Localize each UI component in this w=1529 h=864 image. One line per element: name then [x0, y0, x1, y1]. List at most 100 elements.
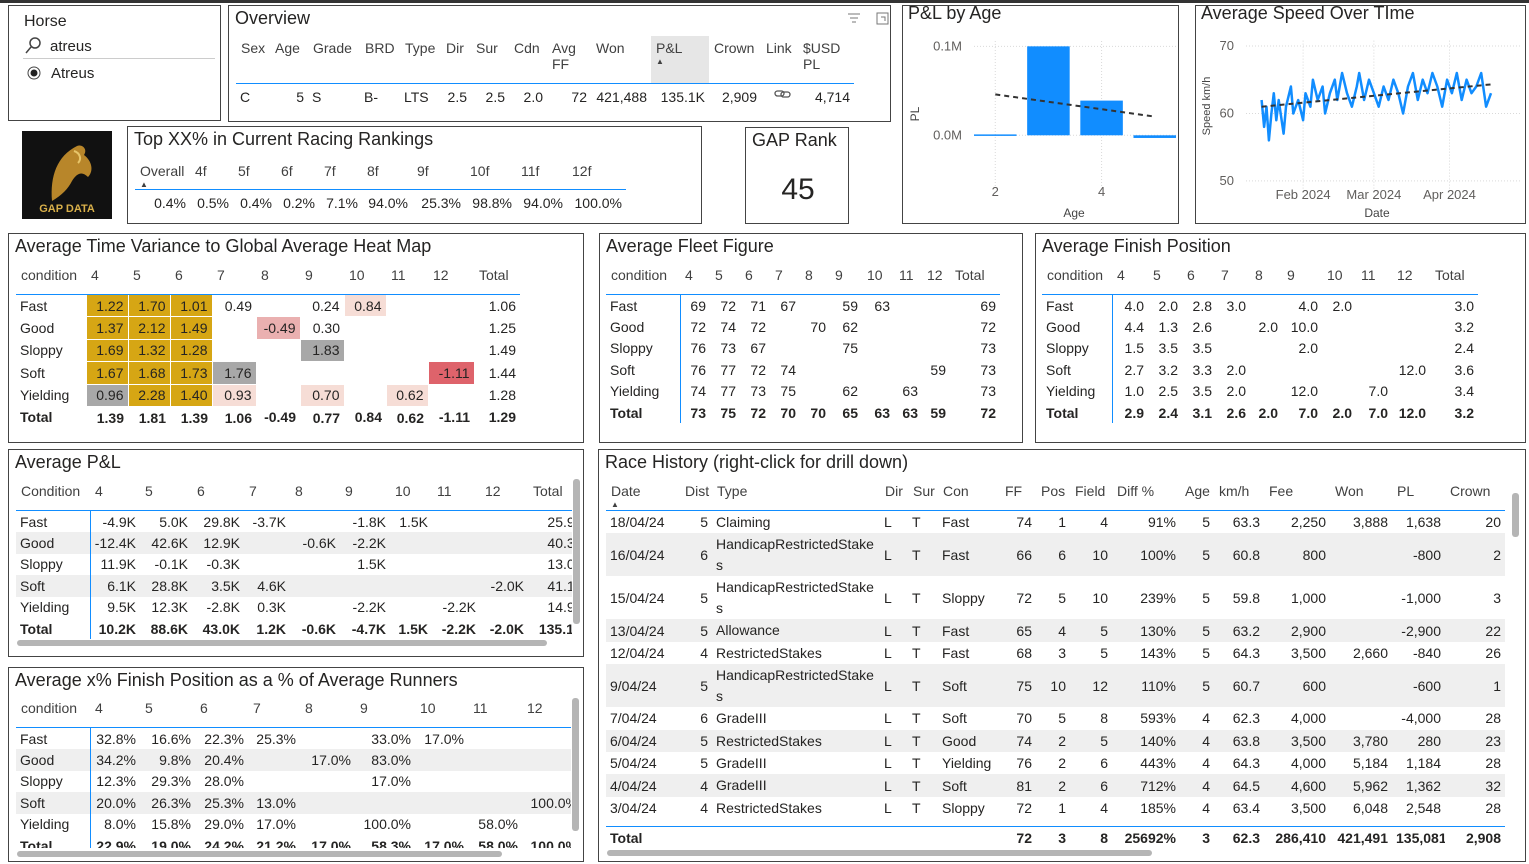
table-cell: 0.30 [312, 319, 340, 336]
table-cell: 63.8 [1232, 732, 1260, 749]
header-row: condition 4 5 6 7 8 9 10 11 12 Total [16, 263, 520, 295]
total-cell: 70 [780, 404, 796, 421]
table-cell: -840 [1412, 644, 1441, 661]
panel-title: Average Time Variance to Global Average … [15, 236, 432, 256]
scrollbar[interactable] [17, 640, 547, 646]
table-cell: L [884, 677, 892, 694]
empty-cell [212, 317, 256, 339]
table-cell: 77 [720, 383, 736, 400]
empty-cell [248, 749, 300, 770]
table-cell: 6 [700, 546, 708, 563]
scrollbar[interactable] [1512, 493, 1519, 537]
table-cell: 3.0 [1454, 297, 1474, 314]
table-cell: L [884, 546, 892, 563]
scrollbar[interactable] [573, 479, 580, 624]
column-header: 6 [170, 263, 212, 295]
table-cell: 69 [690, 297, 706, 314]
empty-cell [770, 338, 800, 359]
table-cell: 1,184 [1405, 755, 1441, 772]
table-cell: 3.5 [1192, 383, 1212, 400]
total-row: Total 72 3 8 25692% 3 62.3 286,410 421,491 135,08… [606, 826, 1505, 850]
table-cell: 9.5K [107, 599, 136, 616]
x-tick-label: 2 [992, 184, 999, 199]
link-icon[interactable] [774, 88, 792, 100]
visual-header-icons[interactable] [845, 11, 891, 27]
scrollbar[interactable] [17, 851, 502, 857]
scrollbar[interactable] [607, 850, 1152, 856]
column-header: 7 [212, 263, 256, 295]
scrollbar[interactable] [572, 698, 579, 831]
table-cell: 100.0% [574, 195, 622, 211]
table-cell: 72 [750, 361, 766, 378]
slicer-option[interactable]: Atreus [51, 65, 95, 82]
table-cell: 60.8 [1232, 546, 1260, 563]
table-cell: 421,488 [596, 89, 647, 105]
table: Sex Age Grade BRD Type Dir Sur Cdn Avg FF Won P&L ▲… [236, 36, 854, 110]
table-cell: 4 [700, 799, 708, 816]
table-cell: 1.44 [488, 364, 516, 381]
table-cell: 2.5 [1158, 383, 1178, 400]
empty-cell [300, 792, 355, 813]
table-cell: 2.0 [1158, 297, 1178, 314]
empty-cell [428, 339, 474, 361]
table-cell: 32 [1485, 777, 1501, 794]
row-header: 9/04/24 [610, 677, 657, 694]
search-box[interactable]: atreus [50, 38, 92, 55]
table-cell: 17.0% [371, 773, 411, 790]
table-cell: 69 [980, 297, 996, 314]
table-cell: 2,548 [1405, 799, 1441, 816]
column-header: Type [712, 479, 880, 511]
table-cell: T [912, 546, 921, 563]
table-cell: Fast [942, 644, 970, 661]
radio-button[interactable] [26, 65, 42, 81]
table-cell: 3.3 [1192, 361, 1212, 378]
y-axis-label: Speed km/h [1201, 77, 1213, 136]
table-row: C 5 S B- LTS 2.5 2.5 2.0 72 421,488 135.1K 2,909 4,7… [236, 84, 854, 111]
table-cell: 110% [1141, 677, 1176, 694]
table-cell: 41.1K [547, 577, 572, 594]
column-header: Sur [908, 479, 938, 511]
table-cell: 6,048 [1352, 799, 1388, 816]
heat-cell: 1.76 [211, 361, 257, 385]
table-row: Sloppy 1.69 1.32 1.28 1.83 1.49 [16, 338, 520, 363]
total-cell: 12.0 [1398, 404, 1426, 421]
heat-cell: 1.70 [127, 293, 171, 318]
empty-cell [290, 554, 340, 575]
table-cell: 130% [1140, 622, 1176, 639]
table-cell: 1 [1493, 677, 1501, 694]
empty-cell [894, 359, 922, 380]
row-header: 18/04/24 [610, 514, 665, 531]
table-cell: 12.3K [151, 599, 188, 616]
table-cell: 5 [1202, 677, 1210, 694]
table-cell: 1,638 [1405, 514, 1441, 531]
table-cell: 75 [842, 340, 858, 357]
row-header: Soft [606, 359, 681, 381]
empty-cell [344, 362, 386, 384]
column-header: 10 [1322, 263, 1356, 295]
column-header: BRD [360, 36, 400, 84]
empty-cell [894, 338, 922, 359]
table-cell: 65 [1016, 622, 1032, 639]
row-header: Soft [20, 364, 45, 381]
table-cell: 2,660 [1352, 644, 1388, 661]
column-header: condition [1042, 263, 1112, 295]
table-row: Fast 32.8% 16.6% 22.3% 25.3% 33.0% 17.0% [16, 727, 571, 750]
heat-map-panel: Average Time Variance to Global Average … [8, 233, 584, 443]
table-cell: 22 [1485, 622, 1501, 639]
heat-cell: 1.83 [299, 338, 345, 363]
row-header: 7/04/24 [610, 710, 657, 727]
empty-cell [1250, 359, 1282, 380]
column-header: 4f [190, 159, 233, 190]
table-cell: 4 [1202, 777, 1210, 794]
column-header: Dir [441, 36, 471, 84]
table-cell: Fast [942, 514, 970, 531]
total-cell: 0.62 [396, 409, 424, 426]
table-cell: 4 [700, 777, 708, 794]
table-cell: 4,714 [814, 89, 850, 105]
table-cell: Good [942, 732, 977, 749]
table: condition 4 5 6 7 8 9 10 11 12 Fast 32.8% 16.6% 22.3%… [16, 696, 571, 848]
header-row: Date ▲ Dist Type Dir Sur Con FF Pos Field Diff % Ag… [606, 479, 1505, 511]
table-cell: 73 [980, 340, 996, 357]
table-cell: 5 [700, 514, 708, 531]
table-cell: 94.0% [523, 195, 563, 211]
